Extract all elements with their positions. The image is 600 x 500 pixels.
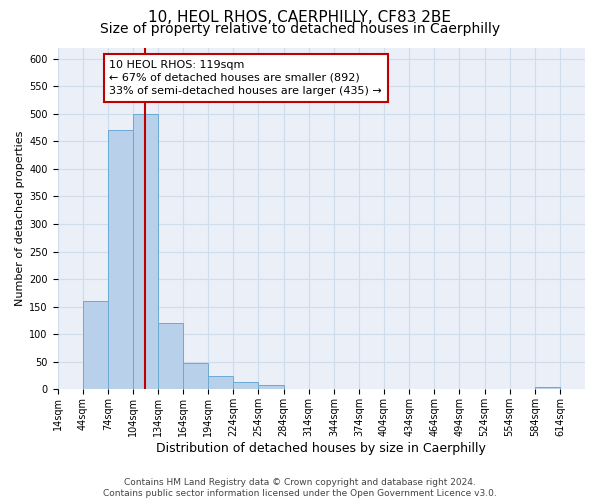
X-axis label: Distribution of detached houses by size in Caerphilly: Distribution of detached houses by size …: [157, 442, 486, 455]
Bar: [208, 376, 233, 390]
Text: 10 HEOL RHOS: 119sqm
← 67% of detached houses are smaller (892)
33% of semi-deta: 10 HEOL RHOS: 119sqm ← 67% of detached h…: [109, 60, 382, 96]
Text: 10, HEOL RHOS, CAERPHILLY, CF83 2BE: 10, HEOL RHOS, CAERPHILLY, CF83 2BE: [149, 10, 452, 25]
Bar: [133, 114, 158, 390]
Bar: [108, 130, 133, 390]
Bar: [233, 382, 259, 390]
Bar: [259, 385, 284, 390]
Bar: [183, 363, 208, 390]
Bar: [83, 301, 108, 390]
Y-axis label: Number of detached properties: Number of detached properties: [15, 131, 25, 306]
Text: Size of property relative to detached houses in Caerphilly: Size of property relative to detached ho…: [100, 22, 500, 36]
Bar: [535, 386, 560, 390]
Bar: [158, 324, 183, 390]
Text: Contains HM Land Registry data © Crown copyright and database right 2024.
Contai: Contains HM Land Registry data © Crown c…: [103, 478, 497, 498]
